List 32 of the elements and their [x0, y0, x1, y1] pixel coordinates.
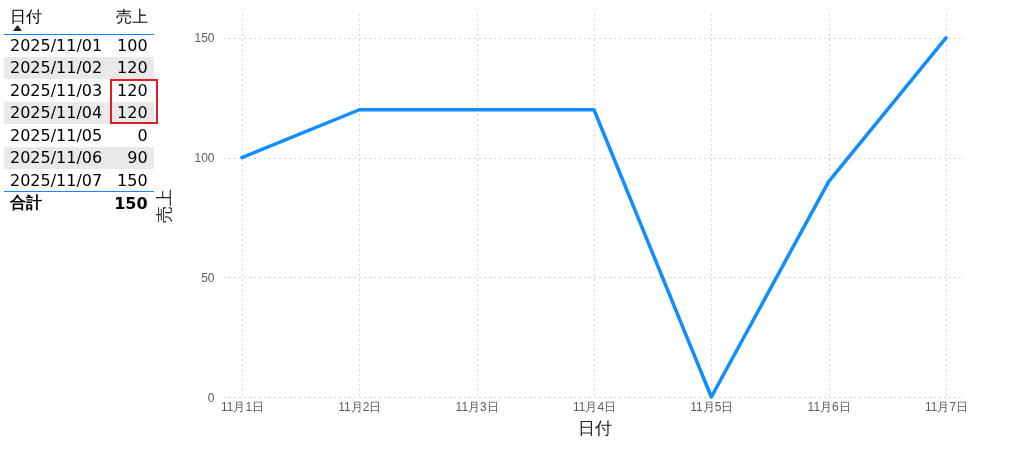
category-label: 2025/11/05: [9, 124, 104, 147]
data-label: 0: [136, 124, 149, 147]
text: 150: [116, 169, 149, 192]
text: 売上: [108, 4, 154, 34]
category-label: 2025/11/01: [9, 35, 104, 57]
category-label: 2025/11/03: [9, 79, 104, 102]
y-tick-label: 150: [194, 31, 215, 46]
x-tick-label: 11月7日: [924, 399, 969, 414]
line-series: [240, 36, 948, 399]
data-label: 120: [108, 56, 154, 79]
category-label: 2025/11/06: [4, 146, 109, 169]
x-tick-label: 11月3日: [455, 399, 499, 414]
text: 日付: [4, 4, 109, 34]
category-label: 2025/11/07: [9, 169, 104, 192]
x-tick-label: 11月1日: [220, 399, 265, 414]
data-label: 120: [108, 101, 154, 124]
data-label: 150: [108, 191, 154, 214]
y-tick-label: 100: [194, 151, 215, 166]
category-label: 2025/11/02: [4, 56, 109, 79]
x-axis-title: 日付: [577, 418, 612, 438]
data-label: 100: [116, 35, 149, 57]
data-label: 90: [108, 146, 154, 169]
x-tick-label: 11月2日: [338, 399, 382, 414]
x-tick-label: 11月4日: [572, 399, 617, 414]
y-tick-label: 0: [207, 390, 215, 405]
y-axis-title: 売上: [155, 189, 175, 223]
y-tick-label: 50: [201, 270, 215, 285]
data-label: 120: [116, 79, 149, 102]
category-label: 2025/11/04: [4, 101, 109, 124]
x-tick-label: 11月6日: [807, 399, 851, 414]
x-tick-label: 11月5日: [690, 399, 734, 414]
text: 合計: [4, 191, 109, 214]
